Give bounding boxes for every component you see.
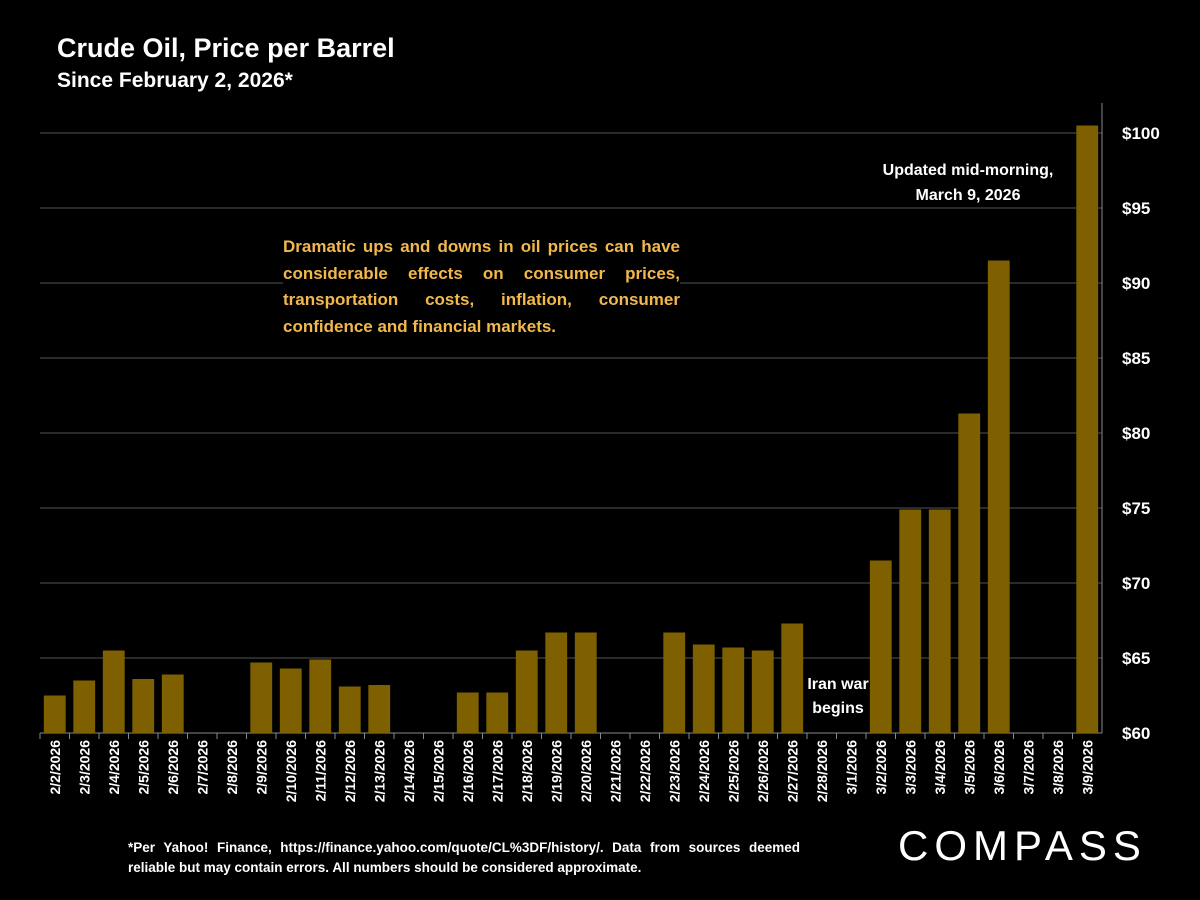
callout: Dramatic ups and downs in oil prices can… [283,234,680,340]
x-tick-label: 3/2/2026 [873,740,889,795]
x-tick-label: 2/22/2026 [637,740,653,802]
bar [132,679,155,733]
x-tick-label: 3/5/2026 [961,740,977,795]
x-tick-label: 3/6/2026 [991,740,1007,795]
y-tick-label: $70 [1122,574,1150,593]
bar [486,692,509,733]
y-tick-label: $95 [1122,199,1150,218]
x-tick-label: 2/2/2026 [47,740,63,795]
x-tick-label: 2/15/2026 [430,740,446,802]
annotation: Iran war begins [807,676,869,717]
x-tick-label: 2/4/2026 [106,740,122,795]
x-tick-label: 2/6/2026 [165,740,181,795]
x-tick-label: 2/14/2026 [401,740,417,802]
bar [279,668,302,733]
x-tick-label: 3/7/2026 [1020,740,1036,795]
bar [545,632,568,733]
bar [751,650,774,733]
y-tick-label: $90 [1122,274,1150,293]
x-tick-label: 2/9/2026 [253,740,269,795]
x-tick-label: 2/8/2026 [224,740,240,795]
x-tick-label: 3/9/2026 [1079,740,1095,795]
x-tick-label: 2/24/2026 [696,740,712,802]
y-tick-label: $60 [1122,724,1150,743]
x-tick-label: 2/25/2026 [725,740,741,802]
x-tick-label: 3/1/2026 [843,740,859,795]
x-tick-label: 2/18/2026 [519,740,535,802]
x-tick-label: 3/4/2026 [932,740,948,795]
bar [928,509,951,733]
bar [869,560,892,733]
bar [338,686,361,733]
x-tick-label: 2/12/2026 [342,740,358,802]
x-tick-label: 2/20/2026 [578,740,594,802]
y-tick-label: $80 [1122,424,1150,443]
bar [958,413,981,733]
x-tick-label: 2/19/2026 [548,740,564,802]
bar [161,674,184,733]
x-tick-label: 2/7/2026 [194,740,210,795]
bar [250,662,273,733]
bar [102,650,125,733]
bar [692,644,715,733]
x-tick-label: 2/16/2026 [460,740,476,802]
bar [368,685,391,733]
x-tick-label: 3/3/2026 [902,740,918,795]
x-tick-label: 3/8/2026 [1050,740,1066,795]
bar [663,632,686,733]
bar [1076,125,1099,733]
chart-subtitle: Since February 2, 2026* [57,69,294,92]
y-tick-label: $85 [1122,349,1150,368]
x-tick-label: 2/27/2026 [784,740,800,802]
x-tick-label: 2/13/2026 [371,740,387,802]
annotation: Updated mid-morning, March 9, 2026 [882,162,1054,204]
bar [722,647,745,733]
x-tick-label: 2/5/2026 [135,740,151,795]
x-tick-label: 2/26/2026 [755,740,771,802]
logo: COMPASS [898,822,1147,869]
x-tick-label: 2/10/2026 [283,740,299,802]
x-tick-label: 2/17/2026 [489,740,505,802]
x-tick-label: 2/21/2026 [607,740,623,802]
bar [987,260,1010,733]
footnote: *Per Yahoo! Finance, https://finance.yah… [128,840,800,875]
x-tick-label: 2/3/2026 [76,740,92,795]
x-tick-label: 2/11/2026 [312,740,328,802]
bar [781,623,804,733]
x-tick-label: 2/28/2026 [814,740,830,802]
bar [73,680,96,733]
bar [43,695,66,733]
y-tick-label: $75 [1122,499,1150,518]
bar [574,632,597,733]
bar [515,650,538,733]
x-tick-label: 2/23/2026 [666,740,682,802]
chart-title: Crude Oil, Price per Barrel [57,33,395,63]
bar [309,659,332,733]
y-tick-label: $65 [1122,649,1150,668]
y-tick-label: $100 [1122,124,1160,143]
bar [899,509,922,733]
bar [456,692,479,733]
